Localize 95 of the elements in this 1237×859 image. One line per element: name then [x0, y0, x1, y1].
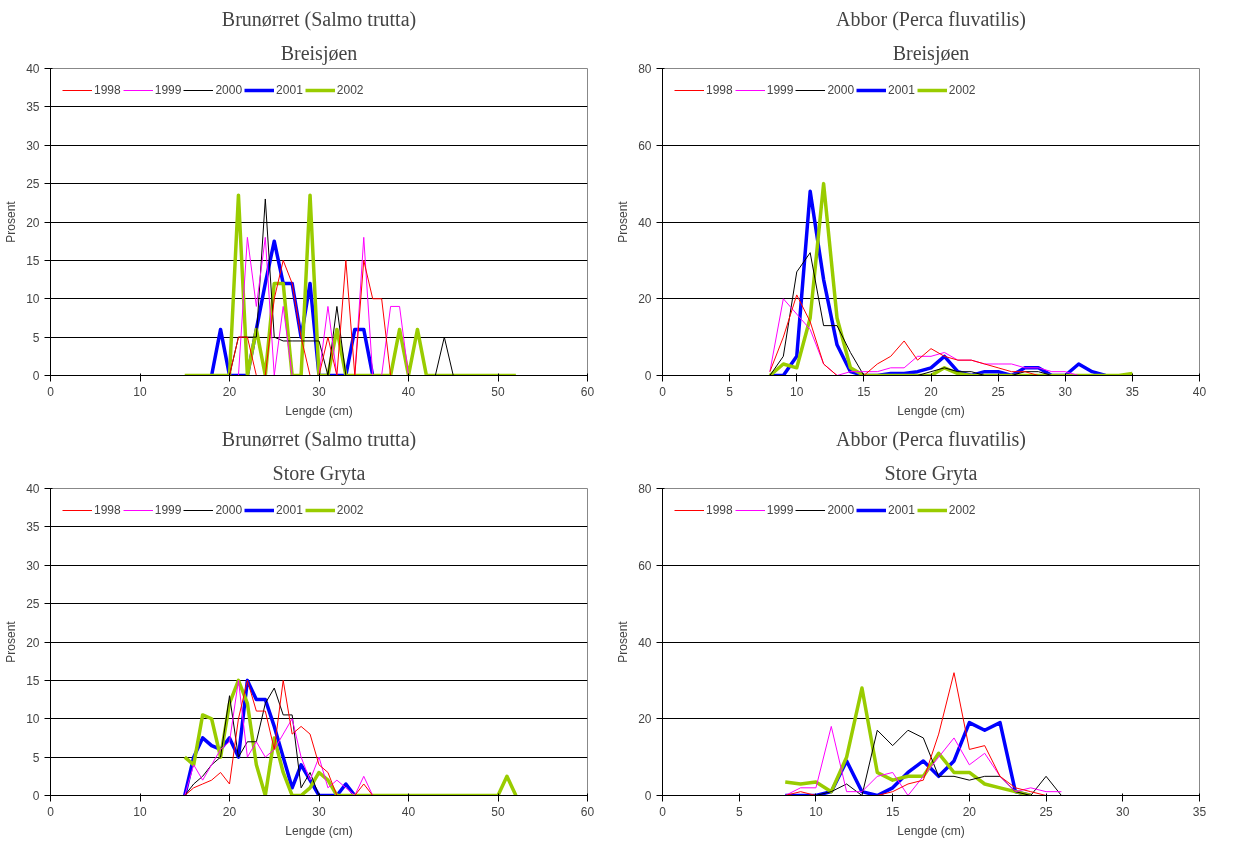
legend-label: 1999 — [154, 83, 182, 97]
y-tick-label: 35 — [26, 520, 40, 535]
y-axis-title: Prosent — [4, 200, 19, 243]
legend-label: 2000 — [827, 503, 855, 517]
legend-label: 2001 — [276, 83, 303, 97]
y-tick-label: 15 — [26, 253, 40, 268]
x-tick-label: 30 — [1116, 804, 1130, 819]
y-axis-title: Prosent — [4, 620, 19, 663]
y-tick-label: 20 — [638, 292, 652, 307]
y-tick-label: 80 — [638, 62, 652, 76]
y-tick-label: 0 — [32, 789, 40, 803]
legend-label: 1998 — [706, 83, 733, 97]
x-tick-label: 40 — [401, 804, 416, 819]
x-tick-label: 10 — [790, 384, 804, 399]
y-tick-label: 10 — [26, 712, 40, 727]
legend-label: 1998 — [94, 83, 121, 97]
y-tick-label: 10 — [26, 292, 40, 307]
chart-subtitle: Breisjøen — [280, 41, 358, 65]
y-tick-label: 5 — [32, 330, 40, 345]
chart-title: Brunørret (Salmo trutta) — [221, 427, 417, 451]
y-tick-label: 25 — [26, 597, 40, 612]
y-tick-label: 60 — [638, 558, 652, 573]
x-tick-label: 15 — [857, 384, 871, 399]
legend-label: 2000 — [215, 83, 243, 97]
chart-subtitle: Store Gryta — [272, 461, 366, 485]
y-tick-label: 40 — [638, 635, 652, 650]
legend-label: 2002 — [948, 83, 976, 97]
x-tick-label: 0 — [47, 804, 55, 819]
y-tick-label: 40 — [638, 215, 652, 230]
legend-label: 2001 — [888, 83, 915, 97]
y-tick-label: 30 — [26, 558, 40, 573]
x-tick-label: 30 — [312, 384, 326, 399]
chart-title: Brunørret (Salmo trutta) — [221, 7, 417, 31]
chart-title: Abbor (Perca fluvatilis) — [836, 7, 1026, 31]
legend-label: 1999 — [154, 503, 182, 517]
x-tick-label: 20 — [924, 384, 938, 399]
y-tick-label: 15 — [26, 673, 40, 688]
legend-label: 2001 — [888, 503, 915, 517]
x-tick-label: 20 — [222, 384, 237, 399]
x-axis-title: Lengde (cm) — [285, 403, 353, 418]
x-tick-label: 10 — [809, 804, 823, 819]
x-tick-label: 15 — [885, 804, 900, 819]
y-tick-label: 35 — [26, 100, 40, 115]
x-tick-label: 50 — [491, 384, 505, 399]
y-tick-label: 25 — [26, 177, 40, 192]
x-tick-label: 35 — [1125, 384, 1140, 399]
y-tick-label: 20 — [26, 635, 40, 650]
x-tick-label: 60 — [580, 384, 595, 399]
legend-label: 2002 — [336, 503, 364, 517]
y-axis-title: Prosent — [616, 200, 631, 243]
x-tick-label: 60 — [580, 804, 595, 819]
x-tick-label: 10 — [133, 804, 147, 819]
x-axis-title: Lengde (cm) — [897, 403, 965, 418]
x-tick-label: 0 — [659, 384, 667, 399]
x-axis-title: Lengde (cm) — [897, 823, 965, 838]
y-tick-label: 30 — [26, 138, 40, 153]
legend-label: 2002 — [948, 503, 976, 517]
x-tick-label: 30 — [312, 804, 326, 819]
x-tick-label: 35 — [1192, 804, 1207, 819]
legend-label: 1999 — [766, 503, 794, 517]
x-tick-label: 0 — [47, 384, 55, 399]
chart-subtitle: Breisjøen — [892, 41, 970, 65]
y-tick-label: 20 — [26, 215, 40, 230]
x-tick-label: 30 — [1058, 384, 1073, 399]
y-tick-label: 60 — [638, 138, 652, 153]
x-tick-label: 40 — [401, 384, 416, 399]
x-tick-label: 50 — [491, 804, 505, 819]
x-tick-label: 25 — [1039, 804, 1054, 819]
legend-label: 2001 — [276, 503, 303, 517]
x-tick-label: 20 — [962, 804, 977, 819]
x-tick-label: 5 — [735, 804, 743, 819]
x-tick-label: 20 — [222, 804, 237, 819]
x-tick-label: 25 — [991, 384, 1006, 399]
y-tick-label: 0 — [644, 369, 652, 383]
y-tick-label: 40 — [26, 62, 40, 76]
chart-title: Abbor (Perca fluvatilis) — [836, 427, 1026, 451]
y-axis-title: Prosent — [616, 620, 631, 663]
y-tick-label: 20 — [638, 712, 652, 727]
y-tick-label: 40 — [26, 482, 40, 496]
y-tick-label: 5 — [32, 750, 40, 765]
y-tick-label: 0 — [32, 369, 40, 383]
legend-label: 1998 — [94, 503, 121, 517]
y-tick-label: 0 — [644, 789, 652, 803]
x-tick-label: 40 — [1192, 384, 1207, 399]
x-tick-label: 5 — [726, 384, 734, 399]
chart-subtitle: Store Gryta — [884, 461, 978, 485]
x-axis-title: Lengde (cm) — [285, 823, 353, 838]
x-tick-label: 10 — [133, 384, 147, 399]
legend-label: 2000 — [215, 503, 243, 517]
legend-label: 2002 — [336, 83, 364, 97]
x-tick-label: 0 — [659, 804, 667, 819]
y-tick-label: 80 — [638, 482, 652, 496]
legend-label: 1998 — [706, 503, 733, 517]
legend-label: 1999 — [766, 83, 794, 97]
legend-label: 2000 — [827, 83, 855, 97]
